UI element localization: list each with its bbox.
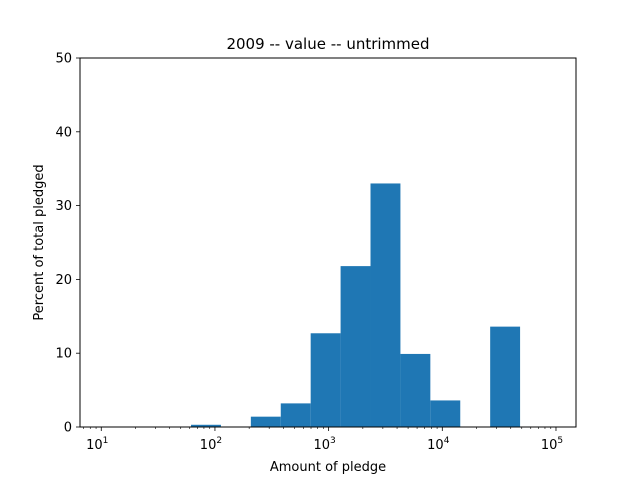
histogram-bar-6 bbox=[280, 403, 311, 427]
y-tick-label: 10 bbox=[55, 347, 72, 362]
y-tick-label: 30 bbox=[55, 199, 72, 214]
histogram-bar-8 bbox=[340, 266, 371, 427]
y-tick-label: 0 bbox=[64, 421, 72, 436]
bars-layer bbox=[191, 183, 521, 427]
x-tick-label: 101 bbox=[86, 436, 108, 453]
y-tick-label: 40 bbox=[55, 125, 72, 140]
x-tick-label: 105 bbox=[541, 436, 563, 453]
y-axis-ticks: 0 10 20 30 40 50 bbox=[55, 52, 80, 436]
y-tick-label: 20 bbox=[55, 273, 72, 288]
histogram-bar-11 bbox=[430, 400, 461, 427]
histogram-bar-7 bbox=[310, 333, 341, 427]
chart-title: 2009 -- value -- untrimmed bbox=[226, 35, 429, 53]
y-axis-label: Percent of total pledged bbox=[32, 164, 47, 320]
x-axis-ticks: 101 102 103 104 105 bbox=[83, 427, 563, 453]
histogram-bar-5 bbox=[250, 416, 281, 427]
x-tick-label: 104 bbox=[427, 436, 450, 453]
x-tick-label: 102 bbox=[200, 436, 222, 453]
plot-frame bbox=[79, 57, 577, 428]
x-tick-label: 103 bbox=[313, 436, 335, 453]
histogram-bar-9 bbox=[370, 183, 401, 427]
histogram-bar-3 bbox=[191, 424, 221, 427]
y-tick-label: 50 bbox=[55, 52, 72, 67]
x-axis-label: Amount of pledge bbox=[270, 460, 386, 475]
histogram-bar-10 bbox=[400, 353, 431, 427]
histogram-bar-13 bbox=[490, 326, 521, 427]
